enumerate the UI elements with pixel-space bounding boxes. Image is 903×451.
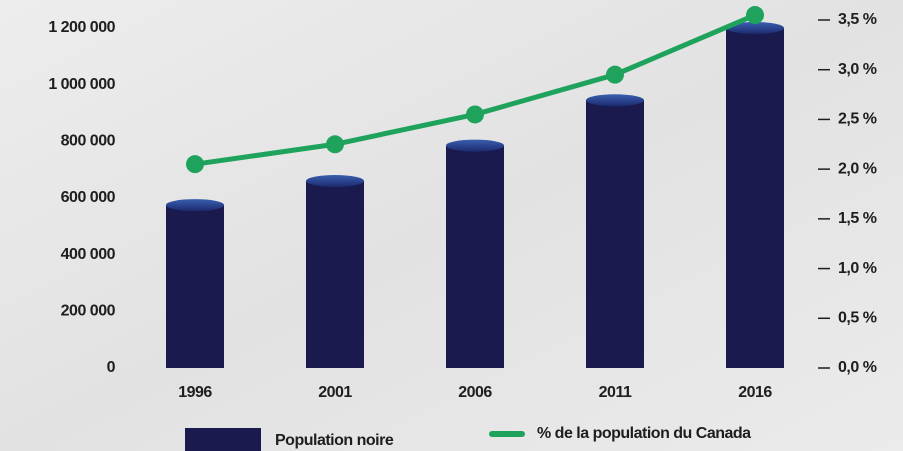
bar-cap bbox=[306, 175, 364, 187]
legend-label: % de la population du Canada bbox=[537, 425, 751, 442]
bar bbox=[726, 28, 784, 368]
y-tick-label: 200 000 bbox=[61, 303, 116, 320]
y-tick-label: 0 bbox=[107, 359, 116, 376]
bar-cap bbox=[166, 199, 224, 212]
y-tick-label: 600 000 bbox=[61, 189, 116, 206]
y2-tick-label: 0,0 % bbox=[838, 359, 877, 376]
bar bbox=[446, 145, 504, 368]
bar bbox=[306, 181, 364, 368]
bar-cap bbox=[446, 139, 504, 152]
y2-tick-label: 1,0 % bbox=[838, 260, 877, 277]
bar bbox=[586, 100, 644, 368]
line-point bbox=[466, 105, 484, 124]
bar bbox=[166, 205, 224, 368]
y-tick-label: 400 000 bbox=[61, 246, 116, 263]
y2-tick-label: 3,5 % bbox=[838, 11, 877, 28]
x-tick-label: 2006 bbox=[458, 384, 492, 401]
y2-tick-label: 1,5 % bbox=[838, 210, 877, 227]
line-point bbox=[186, 155, 204, 174]
x-tick-label: 2001 bbox=[318, 384, 352, 401]
y2-tick-label: 2,0 % bbox=[838, 160, 877, 177]
y-tick-label: 1 000 000 bbox=[48, 76, 115, 93]
y2-tick-label: 2,5 % bbox=[838, 111, 877, 128]
line-point bbox=[326, 135, 344, 154]
bar-cap bbox=[726, 22, 784, 34]
line-point bbox=[746, 6, 764, 25]
x-tick-label: 1996 bbox=[178, 384, 212, 401]
y-tick-label: 1 200 000 bbox=[48, 19, 115, 36]
bar-cap bbox=[586, 94, 644, 107]
x-tick-label: 2016 bbox=[738, 384, 772, 401]
legend-swatch bbox=[185, 428, 261, 451]
y-tick-label: 800 000 bbox=[61, 133, 116, 150]
line-point bbox=[606, 65, 624, 84]
x-tick-label: 2011 bbox=[599, 384, 632, 401]
legend-label: Population noire bbox=[275, 432, 394, 449]
y2-tick-label: 3,0 % bbox=[838, 61, 877, 78]
y2-tick-label: 0,5 % bbox=[838, 310, 877, 327]
